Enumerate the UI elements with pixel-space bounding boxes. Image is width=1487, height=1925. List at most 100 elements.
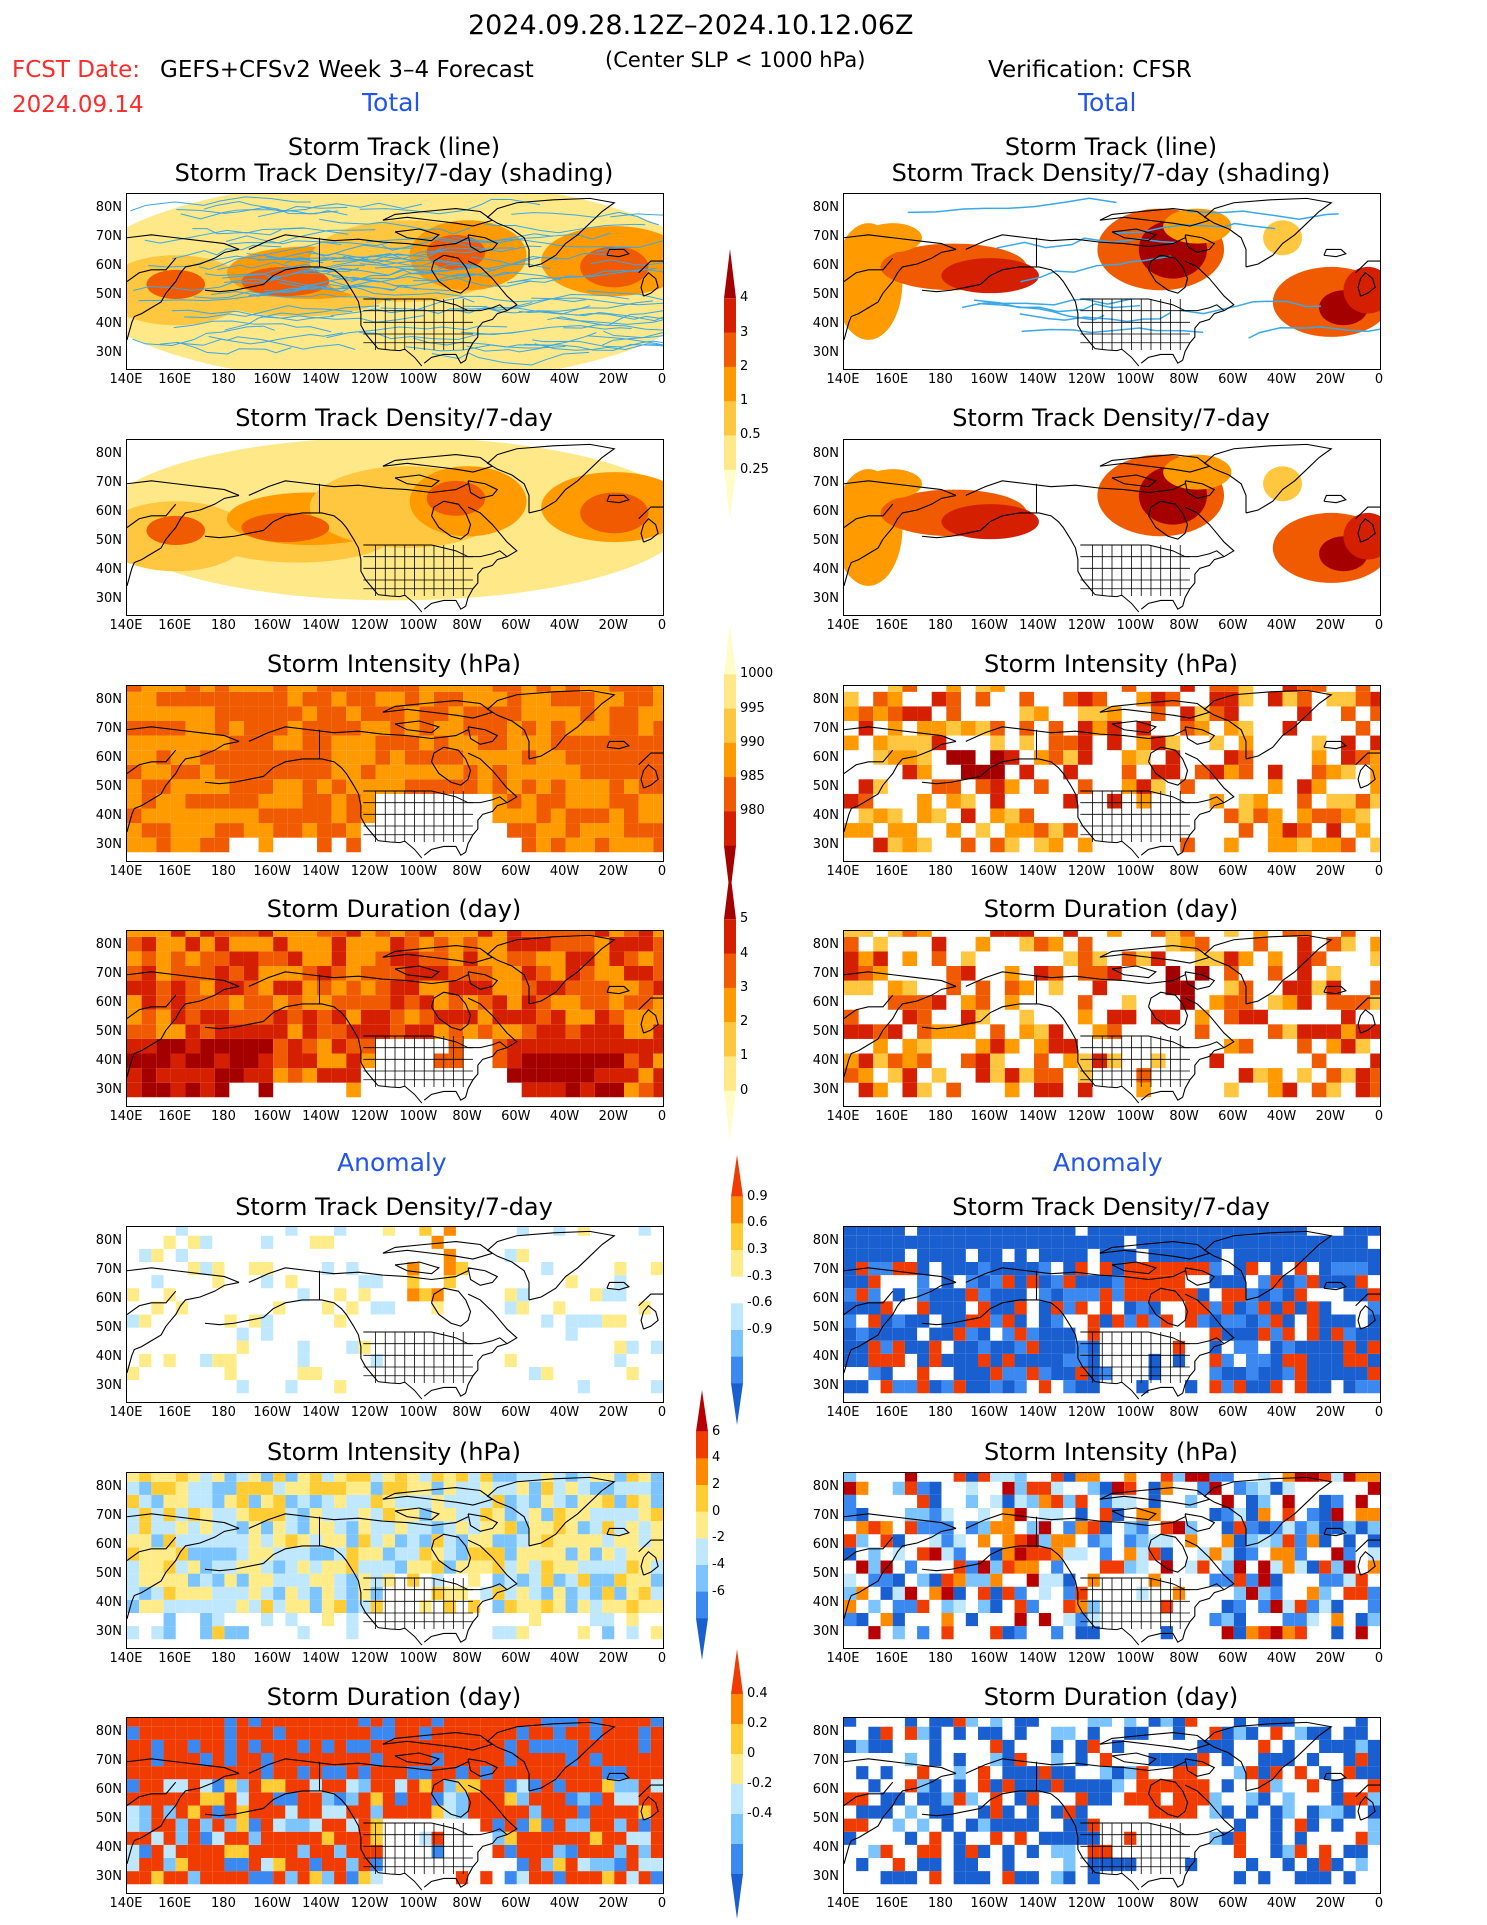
shade-cell <box>650 1340 663 1354</box>
shade-cell <box>536 931 551 937</box>
shade-cell <box>1121 764 1137 780</box>
shade-cell <box>1224 764 1239 780</box>
colorbar-segment <box>731 1223 743 1251</box>
border-segment <box>1094 1872 1140 1891</box>
shade-cell <box>200 764 215 780</box>
shade-cell <box>650 1534 663 1548</box>
shade-cell <box>602 1494 615 1508</box>
shade-cell <box>309 1858 322 1872</box>
shade-cell <box>868 1560 881 1574</box>
shade-cell <box>1246 1340 1259 1354</box>
shade-cell <box>880 1262 893 1276</box>
shade-cell <box>624 808 639 824</box>
shade-cell <box>433 995 449 1010</box>
shade-cell <box>1221 1314 1234 1328</box>
shade-cell <box>638 1508 651 1522</box>
shade-cell <box>151 1494 164 1508</box>
lon-label: 40W <box>1266 1651 1297 1666</box>
shade-cell <box>224 1779 237 1793</box>
shade-cell <box>929 1340 942 1354</box>
shade-cell <box>1306 1726 1320 1740</box>
shade-cell <box>1297 936 1312 952</box>
shade-cell <box>1063 823 1078 838</box>
shade-cell <box>638 1599 651 1613</box>
coastline-segment <box>263 1003 379 1086</box>
shade-cell <box>382 1560 395 1574</box>
shade-cell <box>455 1494 469 1508</box>
shade-cell <box>358 1739 371 1753</box>
shade-cell <box>577 1481 590 1495</box>
shade-cell <box>1282 1481 1295 1495</box>
lat-label: 30N <box>812 837 839 853</box>
shade-cell <box>1197 1314 1210 1328</box>
shade-cell <box>975 764 991 780</box>
shade-cell <box>334 1779 347 1793</box>
shade-cell <box>941 1534 954 1548</box>
shade-cell <box>917 1494 930 1508</box>
shade-cell <box>258 823 274 838</box>
shade-cell <box>170 1082 186 1098</box>
shade-cell <box>433 1024 449 1039</box>
shade-cell <box>185 966 201 981</box>
shade-cell <box>873 706 888 721</box>
shade-cell <box>360 686 376 692</box>
shade-cell <box>185 735 201 751</box>
shade-cell <box>1092 721 1108 736</box>
shade-cell <box>1270 1521 1283 1535</box>
shade-cell <box>1311 1024 1327 1039</box>
shade-cell <box>285 1718 298 1727</box>
coastline-segment <box>921 1562 981 1572</box>
shade-cell <box>419 686 434 692</box>
shade-cell <box>1370 995 1380 1010</box>
coastline-segment <box>844 480 957 496</box>
shade-cell <box>589 1508 603 1522</box>
coastline-segment <box>382 208 494 227</box>
shade-cell <box>309 1521 322 1535</box>
shade-cell <box>892 1871 905 1885</box>
colorbar-segment <box>724 708 736 744</box>
shade-cell <box>1099 1235 1112 1249</box>
shade-cell <box>1246 1726 1259 1740</box>
colorbar-segment <box>724 1056 736 1092</box>
shade-cell <box>480 1586 493 1600</box>
coastline-segment <box>467 1758 499 1777</box>
colorbar-segment <box>731 1356 743 1384</box>
shade-cell <box>170 966 186 981</box>
lon-label: 60W <box>501 1405 531 1420</box>
coastline-segment <box>467 1513 499 1532</box>
shade-cell <box>141 1068 157 1083</box>
shade-cell <box>302 995 318 1010</box>
shade-cell <box>214 1082 230 1098</box>
shade-cell <box>1075 1353 1088 1367</box>
coastline-segment <box>606 248 630 258</box>
shade-cell <box>1270 1547 1283 1561</box>
shade-cell <box>261 1766 274 1780</box>
shade-cell <box>477 1024 493 1039</box>
shade-cell <box>1002 1586 1015 1600</box>
shade-cell <box>261 1473 274 1482</box>
shade-cell <box>1282 1613 1295 1627</box>
shade-cell <box>917 793 932 809</box>
shade-cell <box>892 1327 905 1341</box>
panel-title: Storm Track Density/7-day <box>952 404 1270 432</box>
shade-cell <box>507 721 522 736</box>
shade-cell <box>550 1053 566 1069</box>
shade-cell <box>358 1718 371 1727</box>
lon-label: 80W <box>452 1896 482 1911</box>
shade-cell <box>156 823 171 838</box>
shade-cell <box>941 1314 954 1328</box>
lon-label: 140E <box>109 372 143 387</box>
colorbar-segment <box>724 332 736 368</box>
shade-cell <box>626 1626 639 1640</box>
shade-cell <box>580 980 595 996</box>
shade-cell <box>536 721 551 736</box>
shade-cell <box>200 1009 215 1025</box>
shade-cell <box>1233 1301 1246 1315</box>
shade-cell <box>1233 1367 1246 1381</box>
lon-label: 20W <box>1315 1896 1345 1911</box>
shade-cell <box>1026 1235 1039 1249</box>
shade-cell <box>1355 1227 1368 1236</box>
shade-cell <box>200 1508 213 1522</box>
shade-cell <box>163 1521 176 1535</box>
shade-cell <box>516 1521 529 1535</box>
